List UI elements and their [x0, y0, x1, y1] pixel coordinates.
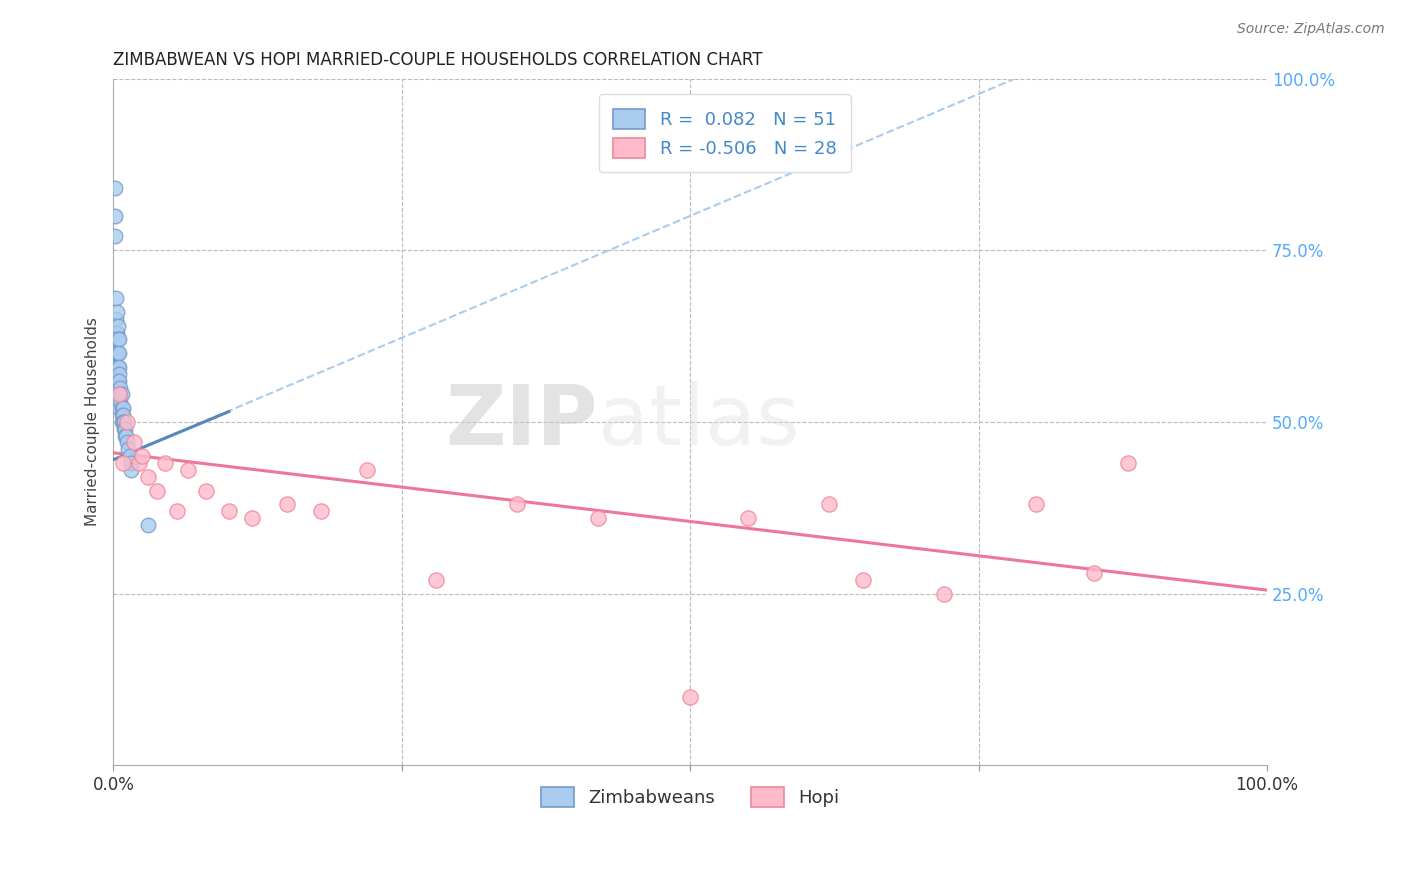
Point: [136, 470, 159, 484]
Point: [586, 511, 609, 525]
Text: ZIMBABWEAN VS HOPI MARRIED-COUPLE HOUSEHOLDS CORRELATION CHART: ZIMBABWEAN VS HOPI MARRIED-COUPLE HOUSEH…: [114, 51, 763, 69]
Point: [120, 456, 142, 470]
Point: [108, 401, 131, 416]
Point: [111, 401, 134, 416]
Point: [104, 312, 127, 326]
Point: [105, 359, 128, 374]
Point: [110, 380, 132, 394]
Point: [107, 333, 129, 347]
Point: [117, 442, 139, 457]
Point: [131, 449, 153, 463]
Point: [117, 435, 139, 450]
Point: [108, 359, 131, 374]
Point: [120, 463, 142, 477]
Point: [110, 387, 132, 401]
Point: [111, 415, 134, 429]
Point: [108, 387, 131, 401]
Point: [105, 305, 128, 319]
Point: [852, 573, 875, 587]
Point: [194, 483, 217, 498]
Point: [110, 415, 132, 429]
Point: [110, 387, 132, 401]
Point: [105, 326, 128, 340]
Point: [166, 504, 188, 518]
Point: [122, 435, 145, 450]
Point: [108, 394, 131, 409]
Point: [1118, 456, 1140, 470]
Point: [309, 504, 332, 518]
Point: [104, 209, 127, 223]
Point: [107, 346, 129, 360]
Point: [107, 359, 129, 374]
Y-axis label: Married-couple Households: Married-couple Households: [86, 318, 100, 526]
Point: [240, 511, 263, 525]
Point: [110, 401, 132, 416]
Point: [111, 408, 134, 422]
Point: [114, 422, 136, 436]
Point: [115, 428, 138, 442]
Point: [108, 333, 131, 347]
Point: [107, 374, 129, 388]
Point: [128, 456, 150, 470]
Point: [104, 181, 127, 195]
Point: [118, 449, 141, 463]
Point: [111, 456, 134, 470]
Point: [108, 367, 131, 381]
Text: Source: ZipAtlas.com: Source: ZipAtlas.com: [1237, 22, 1385, 37]
Point: [112, 415, 135, 429]
Point: [110, 408, 132, 422]
Point: [104, 326, 127, 340]
Point: [932, 586, 955, 600]
Point: [679, 690, 702, 704]
Point: [737, 511, 759, 525]
Point: [104, 229, 127, 244]
Point: [136, 517, 159, 532]
Point: [276, 497, 298, 511]
Point: [107, 380, 129, 394]
Point: [104, 346, 127, 360]
Point: [108, 346, 131, 360]
Point: [108, 374, 131, 388]
Point: [104, 359, 127, 374]
Point: [107, 387, 129, 401]
Point: [817, 497, 839, 511]
Point: [1083, 566, 1105, 580]
Point: [177, 463, 200, 477]
Point: [105, 374, 128, 388]
Point: [425, 573, 447, 587]
Text: ZIP: ZIP: [446, 382, 598, 462]
Point: [104, 291, 127, 305]
Point: [218, 504, 240, 518]
Point: [146, 483, 169, 498]
Point: [107, 394, 129, 409]
Point: [107, 318, 129, 333]
Point: [112, 422, 135, 436]
Point: [110, 394, 132, 409]
Legend: Zimbabweans, Hopi: Zimbabweans, Hopi: [534, 780, 846, 814]
Point: [114, 428, 136, 442]
Point: [356, 463, 378, 477]
Text: atlas: atlas: [598, 382, 800, 462]
Point: [105, 380, 128, 394]
Point: [1025, 497, 1047, 511]
Point: [155, 456, 177, 470]
Point: [108, 387, 131, 401]
Point: [117, 415, 139, 429]
Point: [105, 346, 128, 360]
Point: [506, 497, 529, 511]
